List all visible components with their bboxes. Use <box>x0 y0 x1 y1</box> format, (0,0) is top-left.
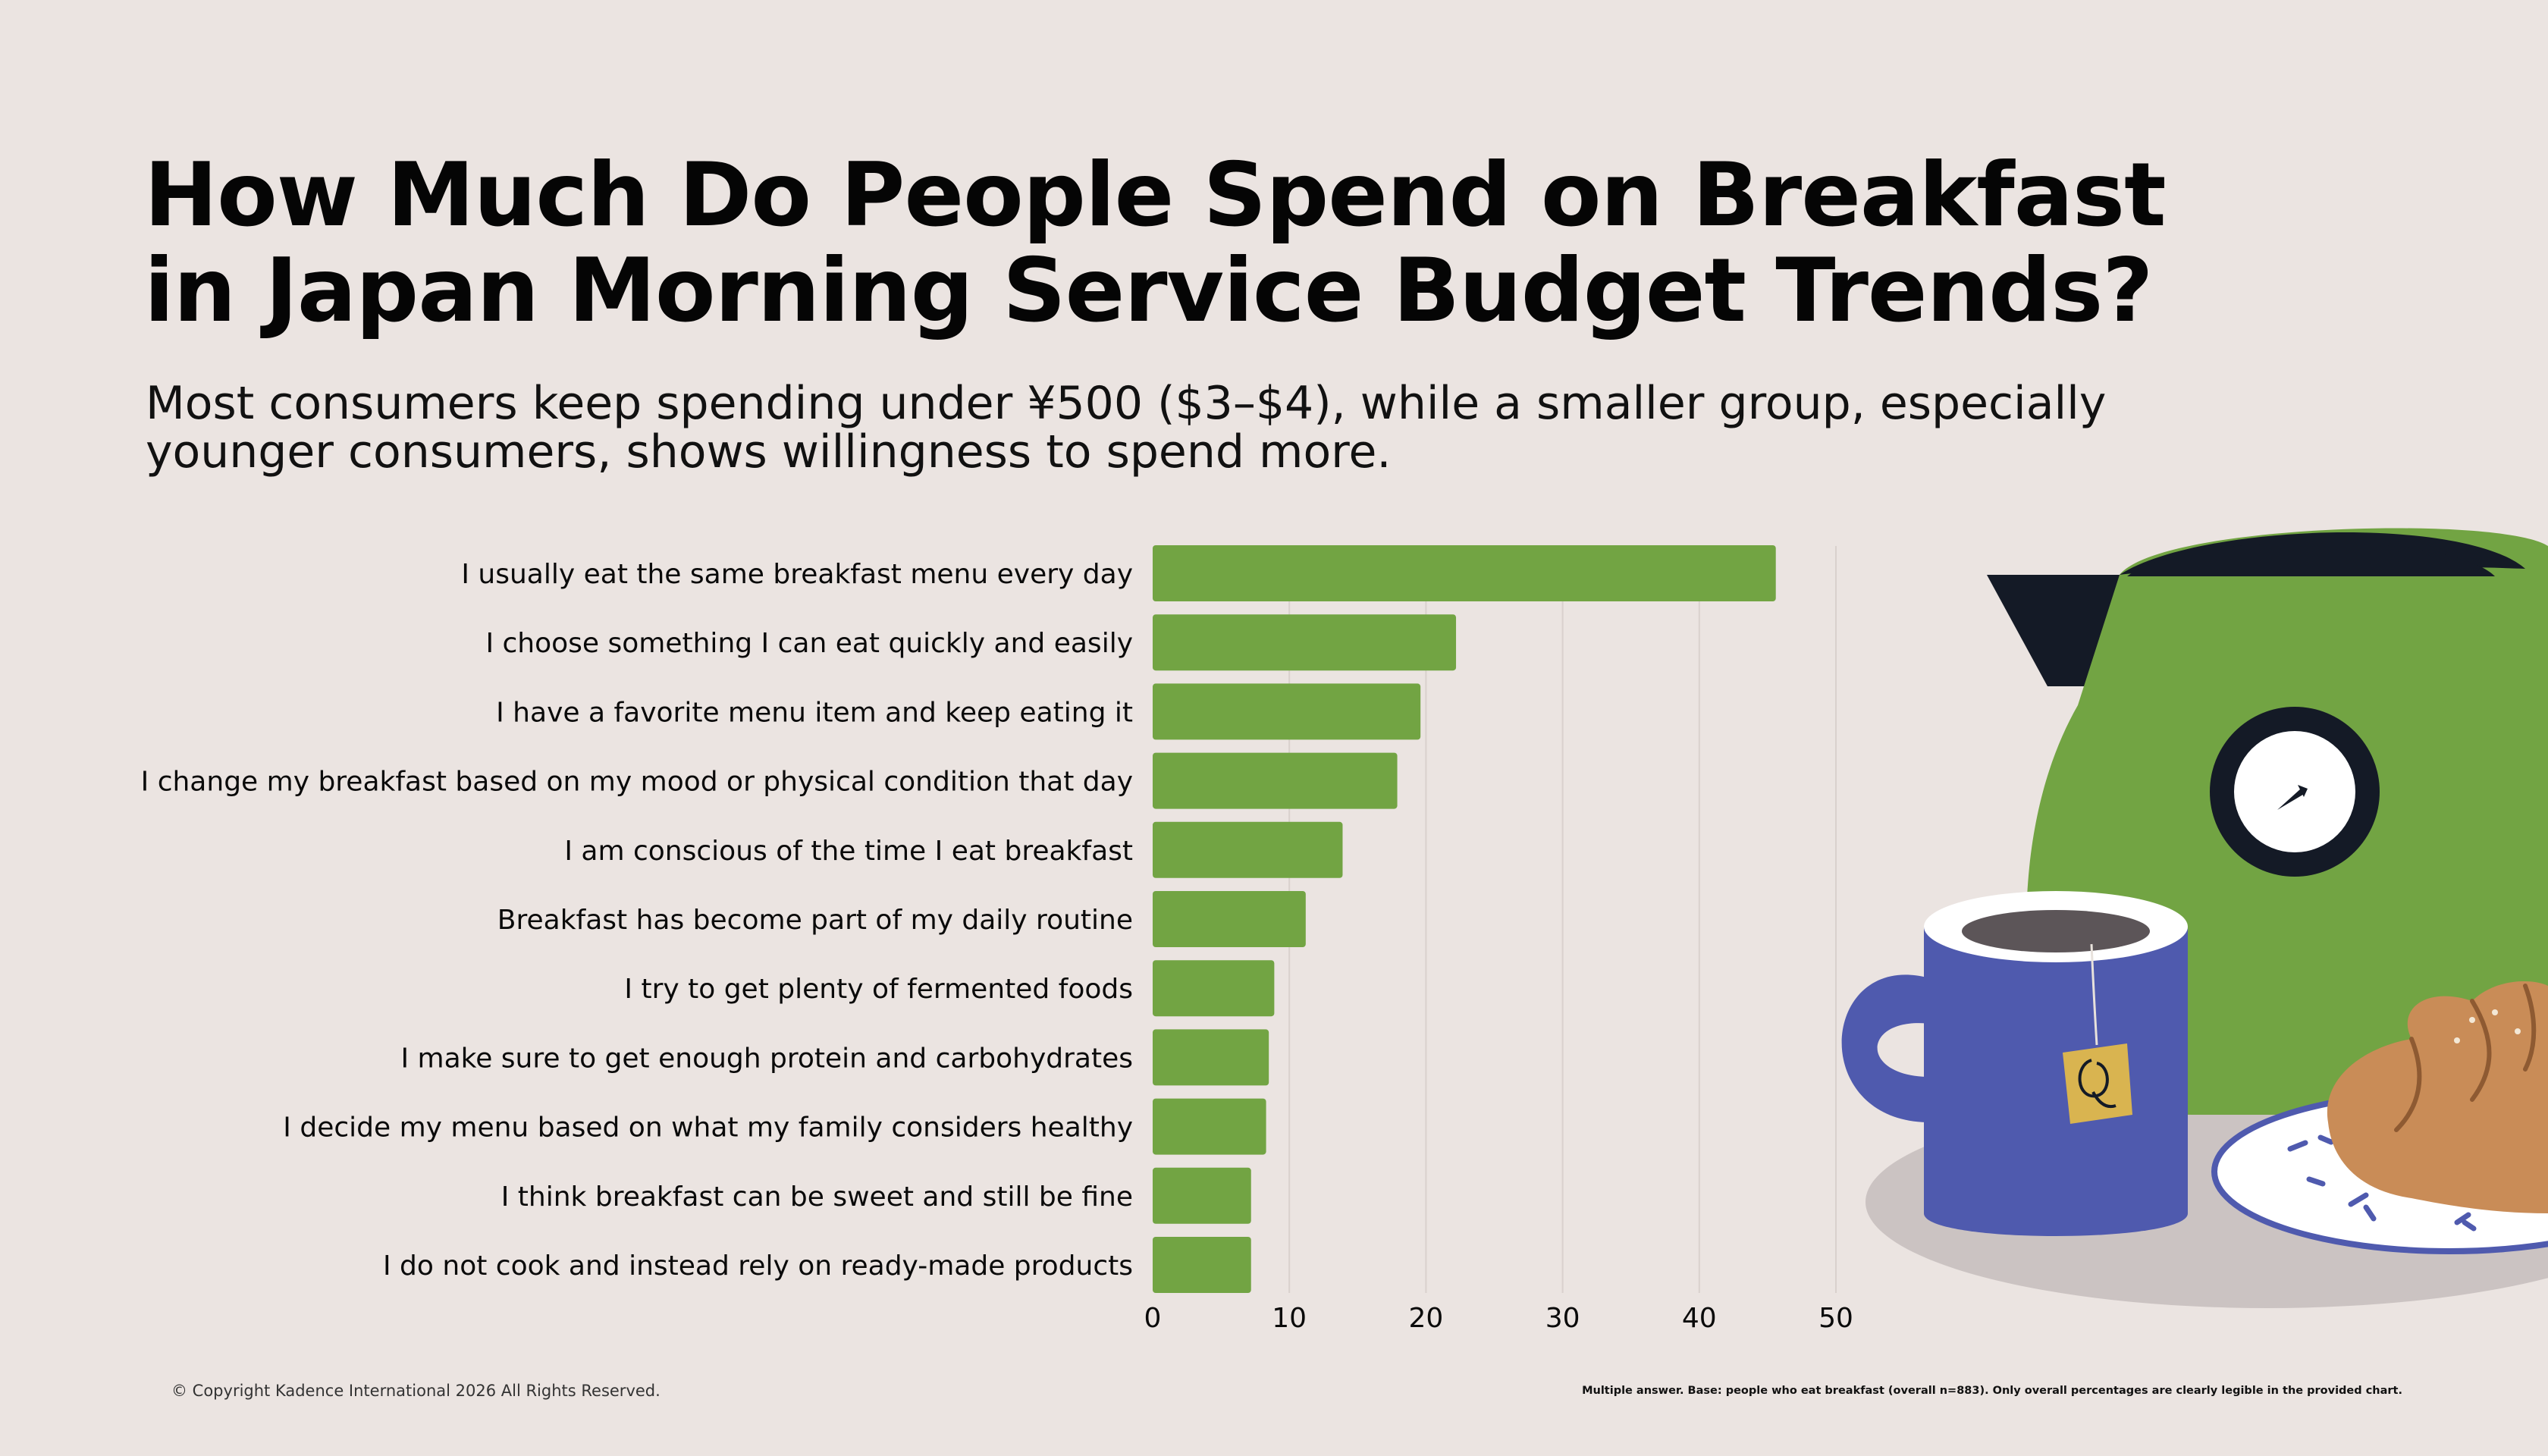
category-label-4: I am conscious of the time I eat breakfa… <box>564 836 1133 867</box>
x-tick-20: 20 <box>1408 1303 1443 1334</box>
bars <box>1153 545 1776 1293</box>
x-tick-0: 0 <box>1144 1303 1162 1334</box>
bar-0 <box>1153 545 1776 601</box>
croissant-icon <box>2327 981 2548 1213</box>
category-label-0: I usually eat the same breakfast menu ev… <box>461 559 1133 590</box>
bar-8 <box>1153 1098 1266 1155</box>
bar-4 <box>1153 821 1343 878</box>
bar-10 <box>1153 1237 1251 1293</box>
footnote-text: Multiple answer. Base: people who eat br… <box>1582 1385 2402 1397</box>
category-label-1: I choose something I can eat quickly and… <box>485 628 1133 659</box>
bar-1 <box>1153 614 1457 671</box>
x-tick-30: 30 <box>1545 1303 1580 1334</box>
page-subtitle: Most consumers keep spending under ¥500 … <box>146 377 2107 479</box>
category-label-2: I have a favorite menu item and keep eat… <box>496 697 1133 728</box>
mug-icon <box>1841 891 2188 1236</box>
bar-9 <box>1153 1167 1251 1224</box>
category-labels: I usually eat the same breakfast menu ev… <box>141 559 1133 1282</box>
copyright-text: © Copyright Kadence International 2026 A… <box>171 1382 661 1400</box>
x-tick-40: 40 <box>1682 1303 1717 1334</box>
bar-6 <box>1153 960 1275 1017</box>
tea-bag-icon <box>2063 943 2132 1124</box>
x-axis-ticks: 0 10 20 30 40 50 <box>1144 1303 1853 1334</box>
category-label-5: Breakfast has become part of my daily ro… <box>497 905 1133 936</box>
x-tick-10: 10 <box>1272 1303 1307 1334</box>
bar-7 <box>1153 1029 1269 1086</box>
clock-dial-icon <box>2210 707 2380 877</box>
category-label-8: I decide my menu based on what my family… <box>283 1112 1133 1144</box>
bar-5 <box>1153 891 1306 947</box>
x-tick-50: 50 <box>1818 1303 1853 1334</box>
category-label-6: I try to get plenty of fermented foods <box>624 974 1133 1005</box>
category-label-3: I change my breakfast based on my mood o… <box>141 767 1133 798</box>
category-label-9: I think breakfast can be sweet and still… <box>501 1181 1133 1213</box>
page-title: How Much Do People Spend on Breakfast in… <box>144 144 2167 342</box>
category-label-7: I make sure to get enough protein and ca… <box>400 1043 1133 1074</box>
bar-3 <box>1153 752 1398 809</box>
category-label-10: I do not cook and instead rely on ready-… <box>383 1250 1133 1282</box>
bar-2 <box>1153 683 1421 740</box>
